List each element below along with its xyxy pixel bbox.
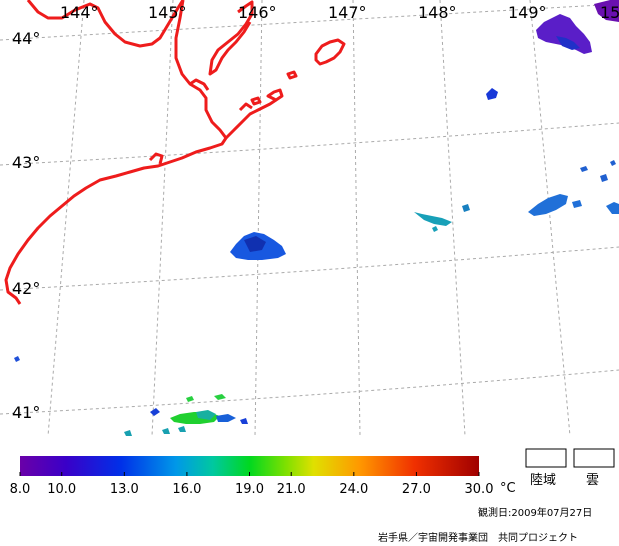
colorbar-tick-label: 30.0 xyxy=(465,482,494,497)
colorbar-tick-label: 19.0 xyxy=(235,482,264,497)
colorbar-tick-label: 21.0 xyxy=(277,482,306,497)
longitude-label-147: 147° xyxy=(328,3,367,22)
colorbar-tick-label: 10.0 xyxy=(47,482,76,497)
latitude-line-44 xyxy=(0,3,619,41)
longitude-line-149 xyxy=(529,0,571,437)
longitude-label-150-partial: 15 xyxy=(600,3,619,22)
colorbar-tick-label: 8.0 xyxy=(10,482,31,497)
longitude-labels: 144° 145° 146° 147° 148° 149° 15 xyxy=(60,3,619,22)
sst-patch-east-dots xyxy=(580,160,616,182)
sst-patch-west-blue-dot xyxy=(14,356,20,362)
cloud-legend-label: 雲 xyxy=(586,473,599,488)
sst-patch-teal-small xyxy=(462,204,470,212)
coastline-nemuro-peninsula xyxy=(224,98,277,140)
longitude-line-145 xyxy=(151,0,174,437)
sst-patch-east-blue-right xyxy=(572,200,582,208)
sst-patch-south-small-green xyxy=(186,394,226,402)
longitude-line-147 xyxy=(352,0,361,437)
coastline-notsuke xyxy=(189,78,210,91)
sst-patches xyxy=(14,0,619,436)
colorbar xyxy=(20,456,479,476)
sst-patch-teal-dot xyxy=(432,226,438,232)
sst-patch-east-blue-far xyxy=(606,202,619,214)
land-legend-label: 陸域 xyxy=(530,472,556,488)
coastline-habomai-2 xyxy=(250,96,262,106)
land-legend-swatch xyxy=(525,448,567,468)
longitude-label-149: 149° xyxy=(508,3,547,22)
sst-patch-south-teal xyxy=(196,410,216,420)
colorbar-tick-label: 24.0 xyxy=(339,482,368,497)
graticule xyxy=(0,0,619,437)
observation-date: 観測日:2009年07月27日 xyxy=(478,506,592,519)
latitude-label-41: 41° xyxy=(12,403,40,422)
sst-patch-teal-west xyxy=(414,212,452,226)
cloud-legend-swatch xyxy=(573,448,615,468)
longitude-label-144: 144° xyxy=(60,3,99,22)
sst-patch-south-teal-bits xyxy=(124,426,186,436)
sst-patch-east-blue xyxy=(528,194,568,216)
coastline xyxy=(4,0,346,305)
coastline-small-isle xyxy=(286,70,298,80)
longitude-label-148: 148° xyxy=(418,3,457,22)
colorbar-tick-label: 13.0 xyxy=(110,482,139,497)
longitude-line-148 xyxy=(439,0,466,437)
sst-patch-central-blue-dark xyxy=(244,236,266,252)
latitude-line-41 xyxy=(0,369,619,415)
coastline-akkeshi xyxy=(238,102,253,112)
colorbar-ticks: 8.0 10.0 13.0 16.0 19.0 21.0 24.0 27.0 30.0 xyxy=(10,472,494,497)
coastline-hokkaido-east xyxy=(26,0,185,48)
longitude-line-146 xyxy=(254,0,263,437)
sst-patch-northeast-violet xyxy=(594,0,619,22)
coastline-kunashiri xyxy=(208,0,254,76)
coastline-cape-erimo-detail xyxy=(148,152,164,165)
longitude-line-144 xyxy=(47,0,85,437)
coastline-shikotan xyxy=(314,38,346,66)
colorbar-tick-label: 27.0 xyxy=(402,482,431,497)
sst-patch-blue-dot-148 xyxy=(486,88,498,100)
coastline-shiretoko xyxy=(4,0,228,305)
colorbar-tick-label: 16.0 xyxy=(172,482,201,497)
latitude-label-43: 43° xyxy=(12,153,40,172)
sst-patch-northeast-blue xyxy=(556,36,580,50)
coastline-habomai-1 xyxy=(266,88,284,102)
latitude-label-42: 42° xyxy=(12,279,40,298)
longitude-label-146: 146° xyxy=(238,3,277,22)
latitude-labels: 44° 43° 42° 41° xyxy=(12,29,40,422)
latitude-line-43 xyxy=(0,122,619,166)
sst-patch-south-blue xyxy=(216,414,236,422)
project-credit: 岩手県／宇宙開発事業団 共同プロジェクト xyxy=(378,531,578,544)
latitude-label-44: 44° xyxy=(12,29,40,48)
longitude-label-145: 145° xyxy=(148,3,187,22)
colorbar-unit: °C xyxy=(500,481,516,496)
sst-patch-northeast-purple xyxy=(536,14,592,54)
latitude-line-42 xyxy=(0,246,619,291)
